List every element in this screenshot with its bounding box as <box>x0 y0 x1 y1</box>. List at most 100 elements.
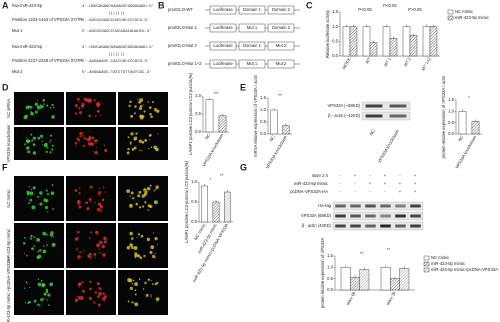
puncta <box>96 210 98 212</box>
puncta <box>26 254 28 257</box>
y-tick-label: 1.5 <box>327 253 333 258</box>
band <box>389 114 407 118</box>
puncta <box>37 136 41 140</box>
puncta <box>129 141 132 144</box>
construct-box <box>238 41 266 51</box>
puncta <box>145 190 148 194</box>
puncta <box>51 242 56 247</box>
puncta <box>126 151 130 155</box>
micrograph <box>66 92 116 125</box>
puncta <box>78 139 81 141</box>
puncta <box>93 253 97 256</box>
band <box>395 224 406 228</box>
blot <box>332 221 424 231</box>
bar <box>399 268 410 291</box>
condition-label: pcDNA-VPS33A-HA <box>290 189 328 194</box>
y-axis-label: protein relative expression of VPS33A / … <box>441 75 446 158</box>
puncta <box>38 304 41 307</box>
puncta <box>78 282 82 286</box>
puncta <box>127 300 130 303</box>
puncta <box>41 283 46 288</box>
puncta <box>148 106 152 109</box>
lane-label: VPS33A knockdown <box>377 128 401 164</box>
y-tick-label: 1.0 <box>448 108 454 113</box>
sign: - <box>354 181 356 186</box>
puncta <box>89 98 92 101</box>
puncta <box>150 296 152 298</box>
construct-box <box>267 59 295 69</box>
puncta <box>131 246 134 249</box>
puncta <box>99 187 101 190</box>
puncta <box>144 281 147 285</box>
band <box>380 214 391 218</box>
puncta <box>101 243 103 245</box>
puncta <box>154 188 157 191</box>
band <box>365 224 376 228</box>
puncta <box>26 197 28 199</box>
box-label: Mut 2 <box>276 61 287 66</box>
y-axis-label: LAMP1 positive LC3 puncta/ LC3 puncta(%) <box>188 72 193 155</box>
puncta <box>38 109 40 111</box>
puncta <box>30 133 33 136</box>
y-tick-label: 0.0 <box>332 53 338 58</box>
bar <box>282 125 290 135</box>
band <box>410 224 421 228</box>
puncta <box>51 144 54 147</box>
seq-label: Mut 1 <box>12 28 23 33</box>
construct-box <box>209 23 237 33</box>
sequence: 5'-AUGGAAUC-TATCTGTTAGTCGC-3' <box>82 70 152 75</box>
puncta <box>97 202 102 207</box>
puncta <box>49 282 54 287</box>
puncta <box>96 207 101 212</box>
puncta <box>41 143 44 145</box>
seq-label: Position 1423-1444 of VPS33A 3'UTR <box>12 17 82 22</box>
puncta <box>96 282 100 286</box>
puncta <box>154 237 158 241</box>
puncta <box>147 101 150 103</box>
sign: + <box>369 181 372 186</box>
puncta <box>140 234 144 238</box>
puncta <box>153 190 155 192</box>
puncta <box>77 237 79 239</box>
puncta <box>129 100 132 104</box>
bar <box>402 26 411 57</box>
puncta <box>89 280 92 284</box>
puncta <box>98 248 100 250</box>
puncta <box>97 295 100 299</box>
puncta <box>45 233 48 236</box>
sign: - <box>369 189 371 194</box>
puncta <box>95 230 99 235</box>
sequence: 3'-UUUCAGAGCGAGAGUCGGGGGAGU-5' <box>82 45 154 50</box>
puncta <box>129 243 133 247</box>
puncta <box>49 134 53 137</box>
significance: P<0.05 <box>383 3 397 8</box>
puncta <box>38 248 42 252</box>
puncta <box>93 99 96 102</box>
legend-label: miR-423-5p mimic <box>431 261 465 266</box>
row-label: miR-423-5p mimic +pcDNA-VPS33A <box>6 258 11 322</box>
sign: - <box>399 173 401 178</box>
puncta <box>79 131 83 136</box>
puncta <box>48 304 50 307</box>
puncta <box>27 191 31 194</box>
puncta <box>52 236 54 238</box>
significance: * <box>210 177 212 182</box>
puncta <box>28 105 31 109</box>
puncta <box>82 144 85 147</box>
construct-name: pmirGLO-Mut 1+2 <box>168 61 202 66</box>
puncta <box>152 232 155 234</box>
puncta <box>144 192 146 194</box>
puncta <box>102 103 104 105</box>
band <box>335 224 346 228</box>
puncta <box>104 148 108 153</box>
puncta <box>129 286 133 290</box>
puncta <box>46 244 48 247</box>
micrograph <box>118 223 168 268</box>
row-label: NC siRNA <box>6 99 11 118</box>
puncta <box>147 209 150 211</box>
legend-label: NC mimic <box>431 255 449 260</box>
lane-label: NC <box>368 129 375 137</box>
puncta <box>43 292 47 296</box>
construct-box <box>238 5 266 15</box>
puncta <box>137 233 141 236</box>
